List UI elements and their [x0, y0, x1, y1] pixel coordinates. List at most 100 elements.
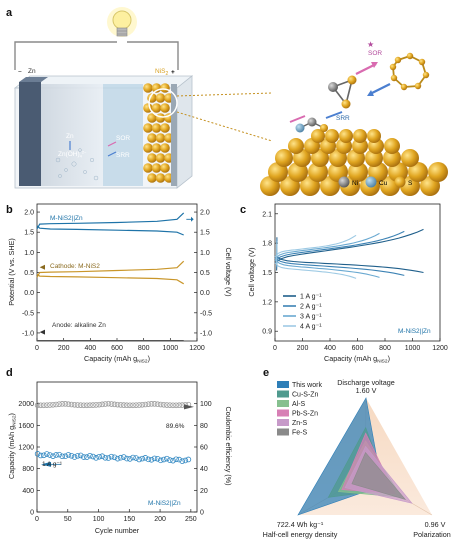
panel-b-annotation-full-cell: M-NiS2||Zn	[50, 215, 83, 222]
panel-a: a	[6, 7, 448, 196]
x-tick-label: 50	[64, 516, 72, 523]
panel-d-annotation-rate: 1 A g⁻¹	[42, 461, 63, 468]
capacity-point	[96, 453, 102, 460]
ce-point	[164, 402, 170, 408]
x-tick-label: 600	[352, 345, 364, 352]
panel-b-annotation-anode: Anode: alkaline Zn	[52, 322, 106, 329]
panel-c-label: c	[240, 204, 246, 216]
sulfur-sphere	[143, 123, 153, 133]
srr-arrow-cell	[107, 151, 117, 157]
sulfur-sphere	[143, 163, 153, 173]
x-tick-label: 0	[35, 516, 39, 523]
battery-cell	[13, 75, 194, 189]
legend-label: This work	[292, 382, 322, 389]
y-tick-label-right: 80	[200, 423, 208, 430]
y-tick-label: 2.1	[262, 211, 272, 218]
capacity-point	[176, 456, 182, 463]
sulfur-sphere-zoom	[367, 129, 381, 143]
capacity-point	[170, 457, 176, 464]
sulfur-sphere	[160, 163, 170, 173]
sulfur-sphere	[160, 123, 170, 133]
sulfur-sphere-zoom	[275, 149, 293, 167]
sulfur-sphere	[155, 93, 166, 103]
bubbles	[55, 148, 99, 181]
capacity-point	[47, 452, 53, 458]
panel-d-annotation-cell: M-NiS2||Zn	[148, 500, 181, 507]
ce-point	[40, 402, 47, 409]
ce-point	[62, 401, 69, 407]
sulfur-sphere-zoom	[339, 129, 353, 143]
cu-atom-icon	[365, 176, 377, 188]
capacity-point	[99, 453, 106, 460]
sulfur-sphere	[151, 143, 162, 153]
panel-b-xlabel: Capacity (mAh gNiS2)	[84, 354, 150, 365]
y-tick-label-left: 2.0	[24, 210, 34, 217]
x-tick-label: 600	[111, 345, 123, 352]
y-tick-label-left: 0	[30, 510, 34, 517]
s8-atom	[406, 52, 414, 60]
panel-b-label: b	[6, 204, 13, 216]
panel-b-plot: 0 200 400 600 800 1000 1200 -1.0 -0.5 0.0 0.5 1.0 1.…	[22, 210, 212, 352]
ce-point	[65, 401, 72, 407]
capacity-point	[105, 455, 112, 461]
ce-point	[56, 401, 62, 407]
y-tick-label-left: 1200	[18, 445, 34, 452]
x-tick-label: 150	[123, 516, 135, 523]
panel-d-label: d	[6, 367, 13, 379]
ce-point	[176, 402, 182, 409]
series-line	[36, 212, 185, 230]
panel-b-annotation-cathode: Cathode: M-NiS2	[50, 263, 100, 270]
ce-point	[124, 402, 130, 409]
capacity-point	[148, 456, 155, 463]
ce-point	[142, 401, 149, 408]
capacity-point	[77, 452, 84, 459]
legend-label: 1 A g⁻¹	[300, 294, 322, 301]
panel-e: e This work Cu-S-Zn Al-S Pb-S-Zn Zn-S Fe-S Di…	[263, 367, 451, 539]
s8-atom	[418, 58, 426, 66]
ce-arrow	[184, 404, 194, 410]
ce-point	[59, 401, 66, 407]
y-tick-label-right: 20	[200, 488, 208, 495]
capacity-point	[102, 455, 109, 461]
sor-label-cell: SOR	[116, 135, 130, 142]
sulfur-sphere	[155, 133, 166, 143]
panel-a-label: a	[6, 7, 13, 19]
y-tick-label-right: 40	[200, 466, 208, 473]
panel-d-plot: 0 50 100 150 200 2500400800120016002000020406…	[18, 400, 212, 523]
capacity-point	[133, 455, 139, 461]
s8-atom	[414, 82, 422, 90]
panel-d-ylabel-right: Coulombic efficiency (%)	[224, 407, 233, 486]
series-line	[36, 225, 184, 236]
x-tick-label: 800	[138, 345, 150, 352]
y-tick-label-left: 0.0	[24, 290, 34, 297]
sulfur-sphere	[143, 143, 153, 153]
panel-d-xlabel: Cycle number	[95, 526, 140, 535]
sulfur-sphere	[155, 113, 166, 123]
ce-point	[37, 402, 44, 409]
x-tick-label: 200	[154, 516, 166, 523]
radar-axis-value-polarization: 0.96 V	[425, 520, 446, 529]
y-tick-label-right: 0.5	[200, 270, 210, 277]
panel-c-annotation: M-NiS2||Zn	[398, 328, 431, 335]
y-tick-label-right: 0	[200, 510, 204, 517]
panel-e-legend: This work Cu-S-Zn Al-S Pb-S-Zn Zn-S Fe-S	[277, 381, 322, 437]
ce-point	[102, 401, 109, 407]
capacity-point	[139, 455, 146, 462]
panel-c: c 0 200 400 600 800 1000 1200 0.9 1.2 1.5 1.8 2.1 1 …	[240, 203, 448, 365]
y-tick-label-right: 100	[200, 401, 212, 408]
ce-point	[133, 402, 139, 408]
legend-label: 3 A g⁻¹	[300, 314, 322, 321]
legend-label: Zn-S	[292, 420, 308, 427]
sulfur-sphere	[143, 83, 153, 93]
legend-swatch	[277, 381, 289, 388]
ce-point	[136, 402, 142, 408]
capacity-point	[65, 452, 72, 458]
y-tick-label-left: -0.5	[22, 310, 34, 317]
x-tick-label: 400	[324, 345, 336, 352]
x-tick-label: 100	[93, 516, 105, 523]
y-tick-label-left: 0.5	[24, 270, 34, 277]
capacity-point	[124, 455, 130, 462]
sor-star-icon: ★	[367, 40, 374, 49]
capacity-point	[71, 454, 78, 460]
electrolyte	[103, 84, 143, 186]
